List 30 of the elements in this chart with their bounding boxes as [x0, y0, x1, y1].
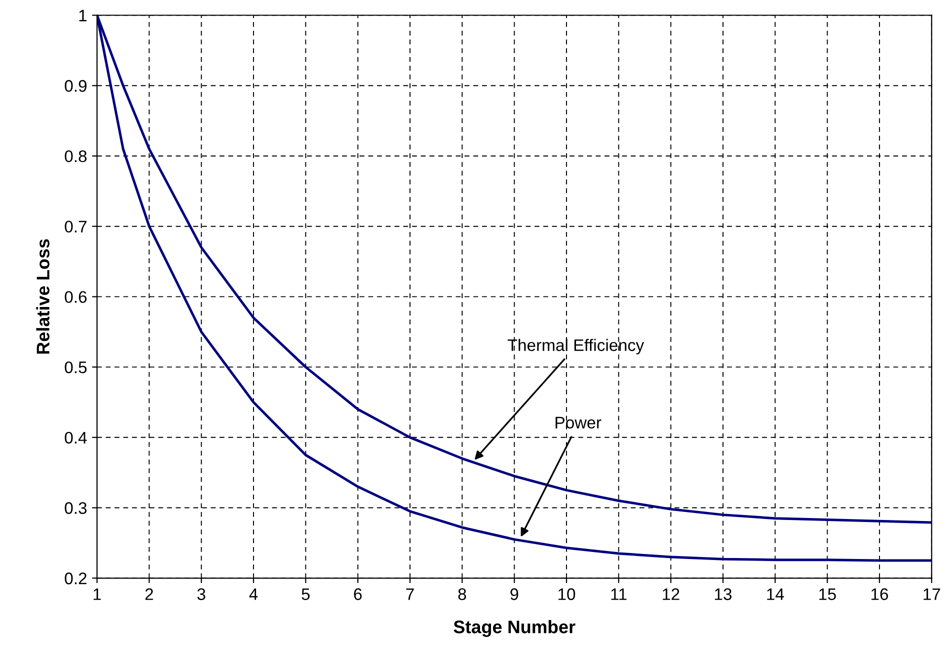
- x-tick-label: 12: [662, 588, 680, 600]
- y-tick-label: 0.3: [64, 502, 87, 514]
- x-tick-label: 11: [611, 588, 626, 600]
- y-tick-label: 1: [79, 10, 86, 22]
- y-tick-label: 0.4: [64, 432, 87, 444]
- x-axis-title: Stage Number: [454, 620, 576, 637]
- x-tick-label: 3: [197, 588, 206, 600]
- x-tick-label: 6: [354, 588, 362, 600]
- annotation: Thermal Efficiency: [508, 338, 644, 354]
- y-tick-label: 0.2: [64, 572, 86, 584]
- x-tick-label: 14: [767, 588, 784, 600]
- x-tick-label: 2: [145, 588, 153, 600]
- y-tick-label: 0.8: [64, 150, 87, 162]
- x-tick-label: 4: [249, 588, 258, 600]
- x-tick-label: 10: [558, 588, 576, 600]
- x-tick-label: 17: [924, 588, 940, 600]
- x-tick-label: 9: [510, 588, 518, 600]
- y-tick-label: 0.7: [64, 220, 86, 233]
- x-tick-label: 15: [819, 588, 836, 600]
- x-tick-label: 5: [302, 588, 310, 600]
- y-axis-title: Relative Loss: [36, 239, 50, 354]
- y-tick-label: 0.9: [64, 80, 87, 92]
- x-tick-label: 13: [714, 588, 732, 600]
- y-tick-label: 0.5: [64, 361, 87, 374]
- x-tick-label: 1: [94, 588, 101, 600]
- annotation: Power: [556, 416, 602, 428]
- y-tick-label: 0.6: [64, 291, 87, 303]
- x-tick-label: 7: [406, 588, 414, 600]
- x-tick-label: 16: [871, 588, 888, 600]
- x-tick-label: 8: [458, 588, 466, 600]
